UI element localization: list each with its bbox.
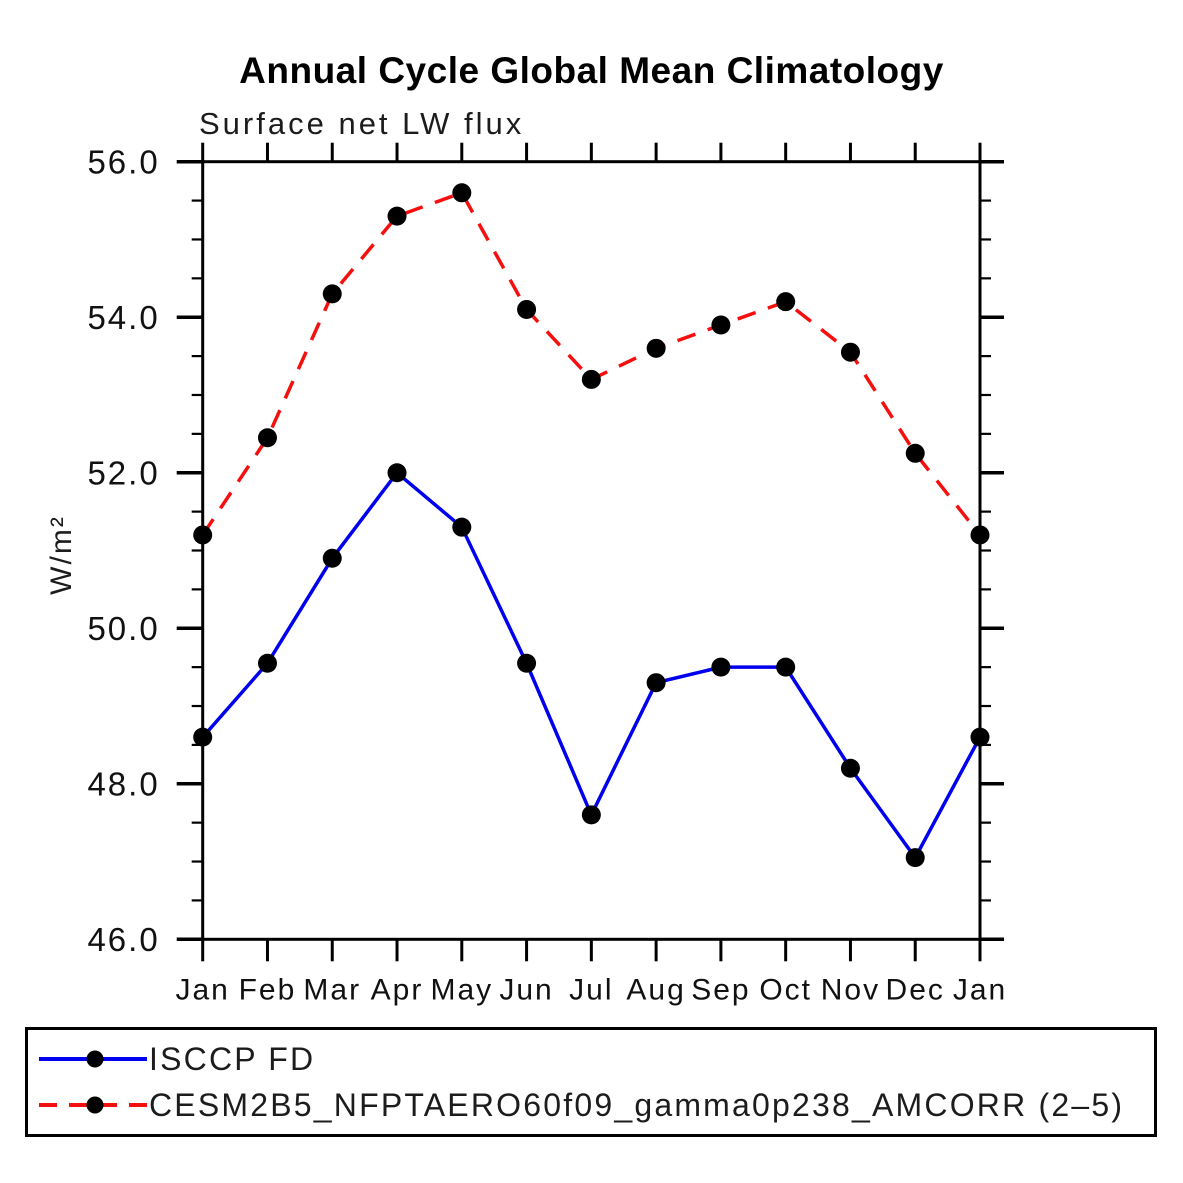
legend-box: ISCCP FD CESM2B5_NFPTAERO60f09_gamma0p23…: [25, 1027, 1157, 1137]
svg-text:Sep: Sep: [691, 973, 750, 1006]
svg-text:Aug: Aug: [626, 973, 685, 1006]
svg-text:Jan: Jan: [176, 973, 230, 1006]
svg-text:Jan: Jan: [953, 973, 1007, 1006]
svg-text:Nov: Nov: [821, 973, 880, 1006]
svg-text:Oct: Oct: [759, 973, 812, 1006]
chart-subtitle: Surface net LW flux: [199, 106, 525, 141]
svg-text:54.0: 54.0: [87, 299, 159, 336]
legend-label-cesm: CESM2B5_NFPTAERO60f09_gamma0p238_AMCORR …: [149, 1086, 1125, 1123]
svg-text:Feb: Feb: [239, 973, 297, 1006]
svg-text:50.0: 50.0: [87, 610, 159, 647]
svg-text:Jun: Jun: [499, 973, 553, 1006]
legend-entry-cesm: CESM2B5_NFPTAERO60f09_gamma0p238_AMCORR …: [37, 1087, 1150, 1124]
svg-text:52.0: 52.0: [87, 454, 159, 491]
legend-swatch-dashed-line-icon: [39, 1096, 147, 1114]
svg-text:May: May: [430, 973, 493, 1006]
legend-entry-isccp: ISCCP FD: [37, 1041, 1150, 1078]
svg-text:56.0: 56.0: [87, 143, 159, 180]
svg-text:48.0: 48.0: [87, 765, 159, 802]
svg-text:46.0: 46.0: [87, 921, 159, 958]
legend-swatch-solid-line-icon: [39, 1050, 147, 1068]
svg-text:Apr: Apr: [371, 973, 424, 1006]
svg-text:Jul: Jul: [569, 973, 613, 1006]
legend-label-isccp: ISCCP FD: [149, 1040, 316, 1077]
svg-text:Dec: Dec: [886, 973, 945, 1006]
svg-text:Mar: Mar: [303, 973, 361, 1006]
page-title: Annual Cycle Global Mean Climatology: [239, 50, 944, 91]
